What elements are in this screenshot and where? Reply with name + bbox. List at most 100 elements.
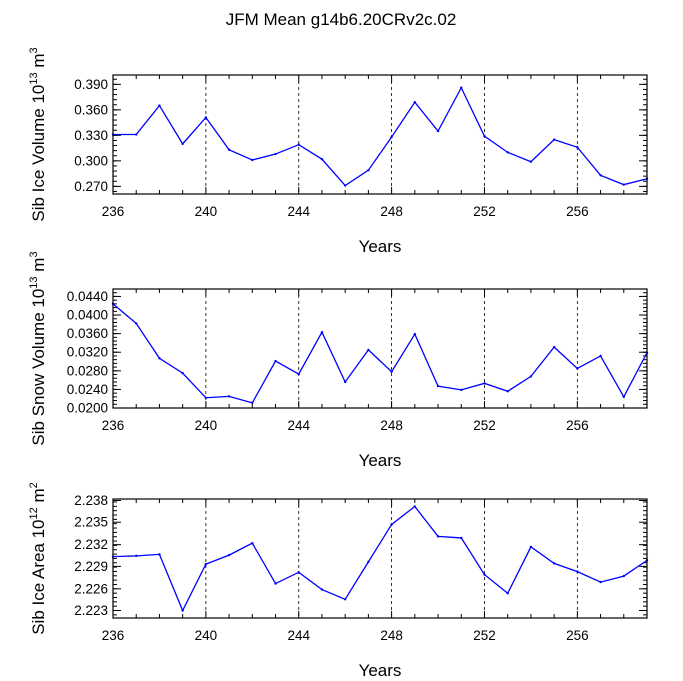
y-tick-label: 2.238 <box>74 493 108 508</box>
data-point <box>390 370 393 373</box>
figure-title: JFM Mean g14b6.20CRv2c.02 <box>226 10 457 29</box>
data-point <box>251 158 254 162</box>
data-point <box>483 135 486 138</box>
data-point <box>297 143 300 146</box>
data-point <box>181 371 184 375</box>
data-point <box>320 331 324 334</box>
data-point <box>204 396 208 399</box>
y-tick-label: 0.0400 <box>67 308 108 323</box>
data-point <box>460 86 463 89</box>
x-axis-label: Years <box>359 237 402 256</box>
x-tick-label: 256 <box>566 204 589 219</box>
data-point <box>529 545 533 549</box>
y-axis-label-part: m <box>29 258 48 277</box>
y-tick-label: 0.300 <box>74 153 108 168</box>
data-point <box>552 562 556 565</box>
data-point <box>622 395 625 399</box>
plot-frame <box>112 288 648 409</box>
data-point <box>436 535 440 538</box>
data-point <box>227 395 231 398</box>
data-point <box>483 382 486 385</box>
y-tick-label: 0.0360 <box>67 326 108 341</box>
y-axis-label-superscript: 13 <box>28 72 40 84</box>
data-point <box>274 152 277 156</box>
x-tick-label: 248 <box>380 628 403 643</box>
x-axis-label: Years <box>359 661 402 680</box>
data-point <box>227 148 231 151</box>
data-point <box>227 553 231 557</box>
x-tick-label: 256 <box>566 628 589 643</box>
series-line <box>112 303 648 404</box>
plot-frame <box>112 498 648 619</box>
data-point <box>135 554 138 558</box>
y-axis-label-part: Sib Snow Volume 10 <box>29 289 48 446</box>
data-point <box>622 574 625 578</box>
y-axis-label: Sib Ice Volume 1013 m3 <box>28 47 48 221</box>
data-point <box>135 133 138 136</box>
x-axis-label: Years <box>359 451 402 470</box>
y-tick-label: 2.229 <box>74 559 108 574</box>
chart-panel-1: 0.270 0.300 0.330 0.360 0.390 236 240 244 248 252… <box>28 47 649 256</box>
x-tick-label: 252 <box>473 628 496 643</box>
data-point <box>158 104 161 107</box>
y-axis-label-part: Sib Ice Volume 10 <box>29 85 48 222</box>
y-axis-label-superscript: 3 <box>28 47 40 53</box>
data-point <box>460 536 463 540</box>
y-tick-label: 2.235 <box>74 515 108 530</box>
y-axis-label: Sib Ice Area 1012 m2 <box>28 482 48 635</box>
y-axis-label-superscript: 2 <box>28 482 40 488</box>
data-point <box>367 169 370 172</box>
data-point <box>390 523 393 526</box>
data-point <box>320 157 324 161</box>
series-line <box>113 86 648 187</box>
x-tick-label: 252 <box>473 418 496 433</box>
y-tick-label: 0.330 <box>74 128 108 143</box>
x-tick-label: 252 <box>473 204 496 219</box>
x-tick-label: 244 <box>287 204 310 219</box>
chart-panel-2: 0.0200 0.0240 0.0280 0.0320 0.0360 0.0400 0.04… <box>28 251 649 470</box>
data-point <box>599 580 602 584</box>
data-point <box>413 332 417 336</box>
data-point <box>367 560 370 564</box>
y-tick-label: 0.0280 <box>67 363 108 378</box>
y-axis-label-superscript: 12 <box>28 507 40 519</box>
y-axis-label: Sib Snow Volume 1013 m3 <box>28 251 48 445</box>
data-point <box>599 174 602 177</box>
data-point <box>297 372 300 376</box>
data-point <box>251 541 254 545</box>
x-tick-label: 236 <box>102 204 125 219</box>
plot-frame <box>112 74 648 195</box>
y-tick-label: 0.390 <box>74 77 108 92</box>
data-point <box>343 184 347 187</box>
y-tick-label: 0.0200 <box>67 401 108 416</box>
data-point <box>251 401 254 405</box>
data-point <box>622 183 625 186</box>
y-tick-label: 0.0240 <box>67 382 108 397</box>
data-point <box>367 348 370 352</box>
data-point <box>576 146 579 149</box>
x-tick-label: 248 <box>380 418 403 433</box>
data-point <box>529 160 533 163</box>
y-axis-label-superscript: 13 <box>28 276 40 288</box>
data-point <box>181 609 184 612</box>
data-point <box>413 101 417 104</box>
data-point <box>576 367 579 370</box>
data-point <box>436 384 440 388</box>
data-point <box>158 553 161 556</box>
x-tick-label: 248 <box>380 204 403 219</box>
x-tick-label: 240 <box>195 204 218 219</box>
y-tick-label: 2.232 <box>74 537 108 552</box>
chart-panel-3: 2.223 2.226 2.229 2.232 2.235 2.238 236 240 244 2… <box>28 482 649 680</box>
data-point <box>135 322 138 325</box>
data-point <box>483 573 486 576</box>
y-tick-label: 0.270 <box>74 179 108 194</box>
data-point <box>204 116 208 119</box>
data-point <box>599 354 602 358</box>
series-line <box>112 505 648 613</box>
y-axis-label-part: Sib Ice Area 10 <box>29 519 48 634</box>
data-point <box>552 345 556 349</box>
data-point <box>297 571 300 574</box>
data-point <box>436 129 440 133</box>
y-tick-label: 0.0440 <box>67 289 108 304</box>
